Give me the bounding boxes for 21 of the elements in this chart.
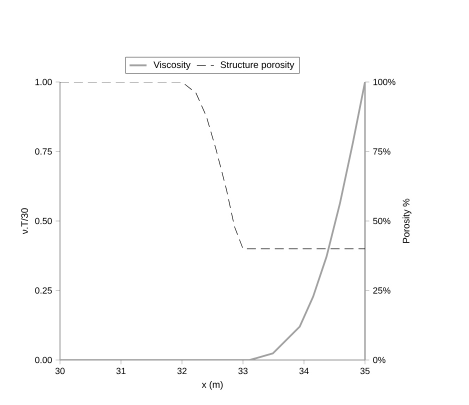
y-tick-label: 0.00: [35, 356, 52, 364]
x-tick-label: 32: [177, 368, 187, 374]
x-tick-label: 30: [55, 368, 65, 374]
x-axis-title: x (m): [202, 380, 223, 390]
y2-tick-label: 100%: [373, 78, 396, 86]
x-tick-label: 33: [238, 368, 248, 374]
y-tick-label: 0.25: [35, 287, 52, 294]
y2-tick-label: 0%: [373, 356, 386, 364]
x-tick-label: 34: [299, 368, 309, 374]
legend-label: Viscosity: [153, 61, 191, 70]
y2-tick-label: 75%: [373, 148, 390, 155]
y-tick-label: 0.75: [35, 148, 52, 155]
y-axis-title: ν.T/30: [20, 208, 28, 234]
x-tick-label: 35: [360, 368, 370, 374]
legend-label: Structure porosity: [220, 61, 294, 70]
y-tick-label: 0.50: [35, 218, 52, 224]
y2-axis-title: Porosity %: [402, 198, 412, 243]
y2-tick-label: 50%: [373, 218, 390, 224]
x-tick-label: 31: [116, 368, 126, 374]
y2-tick-label: 25%: [373, 287, 390, 294]
y-tick-label: 1.00: [35, 78, 52, 86]
